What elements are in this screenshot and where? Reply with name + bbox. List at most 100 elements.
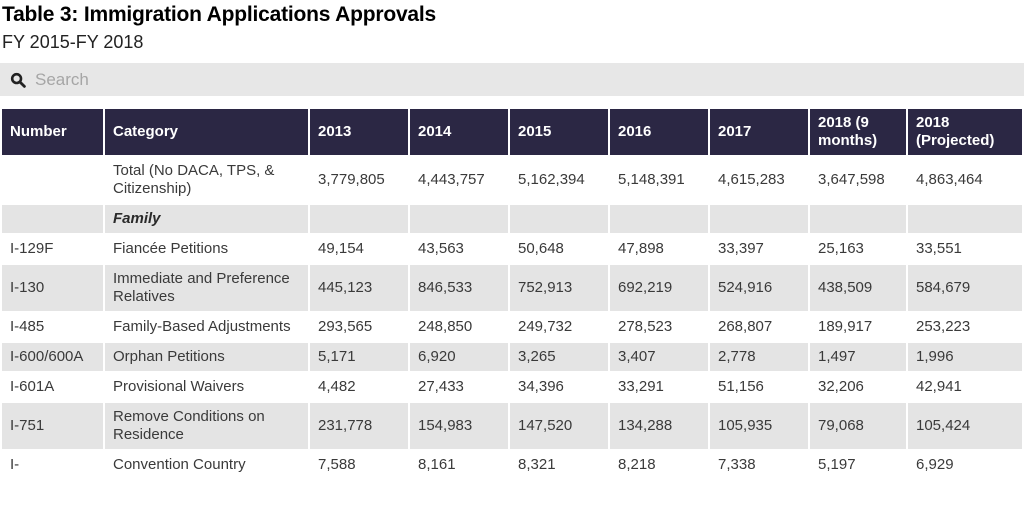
cell-category: Provisional Waivers [105, 373, 308, 401]
cell-value: 3,647,598 [810, 157, 906, 203]
cell-value: 105,424 [908, 403, 1022, 449]
cell-value: 7,338 [710, 451, 808, 479]
cell-number: I-600/600A [2, 343, 103, 371]
table-row: Total (No DACA, TPS, & Citizenship) 3,779… [2, 157, 1022, 203]
cell-number: I-130 [2, 265, 103, 311]
table-body: Total (No DACA, TPS, & Citizenship) 3,779… [2, 157, 1022, 479]
data-table: Number Category 2013 2014 2015 2016 2017… [0, 107, 1024, 481]
cell-value: 32,206 [810, 373, 906, 401]
cell-value: 4,863,464 [908, 157, 1022, 203]
search-icon [10, 72, 26, 88]
cell-value: 4,615,283 [710, 157, 808, 203]
cell-value: 5,148,391 [610, 157, 708, 203]
column-header-2017[interactable]: 2017 [710, 109, 808, 155]
cell-value: 293,565 [310, 313, 408, 341]
column-header-2018-9mo[interactable]: 2018 (9 months) [810, 109, 906, 155]
cell-value [710, 205, 808, 233]
table-row: I-130 Immediate and Preference Relatives 4… [2, 265, 1022, 311]
cell-value [908, 205, 1022, 233]
cell-value: 445,123 [310, 265, 408, 311]
cell-value [410, 205, 508, 233]
cell-number: I-485 [2, 313, 103, 341]
cell-category: Family-Based Adjustments [105, 313, 308, 341]
table-row: I-600/600A Orphan Petitions 5,171 6,920 3,26… [2, 343, 1022, 371]
cell-value: 248,850 [410, 313, 508, 341]
page-title: Table 3: Immigration Applications Approv… [2, 3, 437, 26]
table-header-row: Number Category 2013 2014 2015 2016 2017… [2, 109, 1022, 155]
cell-category: Total (No DACA, TPS, & Citizenship) [105, 157, 308, 203]
cell-value: 2,778 [710, 343, 808, 371]
cell-value: 692,219 [610, 265, 708, 311]
search-bar[interactable] [0, 63, 1024, 96]
cell-value: 34,396 [510, 373, 608, 401]
cell-value: 147,520 [510, 403, 608, 449]
cell-category: Immediate and Preference Relatives [105, 265, 308, 311]
cell-value: 6,920 [410, 343, 508, 371]
column-header-2015[interactable]: 2015 [510, 109, 608, 155]
cell-value: 752,913 [510, 265, 608, 311]
cell-value: 134,288 [610, 403, 708, 449]
cell-value: 105,935 [710, 403, 808, 449]
table-row: I-129F Fiancée Petitions 49,154 43,563 50,64… [2, 235, 1022, 263]
table-row: I- Convention Country 7,588 8,161 8,321 8,218… [2, 451, 1022, 479]
table-row: I-485 Family-Based Adjustments 293,565 248,… [2, 313, 1022, 341]
cell-value: 438,509 [810, 265, 906, 311]
cell-value: 3,265 [510, 343, 608, 371]
cell-number [2, 205, 103, 233]
cell-value: 43,563 [410, 235, 508, 263]
cell-value: 33,397 [710, 235, 808, 263]
table-row: I-601A Provisional Waivers 4,482 27,433 34,3… [2, 373, 1022, 401]
cell-value: 47,898 [610, 235, 708, 263]
cell-value: 1,497 [810, 343, 906, 371]
cell-value: 25,163 [810, 235, 906, 263]
cell-value: 33,291 [610, 373, 708, 401]
column-header-2013[interactable]: 2013 [310, 109, 408, 155]
cell-value: 154,983 [410, 403, 508, 449]
cell-value: 42,941 [908, 373, 1022, 401]
cell-value: 278,523 [610, 313, 708, 341]
cell-number: I-601A [2, 373, 103, 401]
cell-value: 3,779,805 [310, 157, 408, 203]
cell-value: 846,533 [410, 265, 508, 311]
cell-value: 6,929 [908, 451, 1022, 479]
cell-category: Family [105, 205, 308, 233]
cell-value: 8,321 [510, 451, 608, 479]
cell-number: I-129F [2, 235, 103, 263]
cell-number: I- [2, 451, 103, 479]
cell-value [510, 205, 608, 233]
cell-value [810, 205, 906, 233]
column-header-category[interactable]: Category [105, 109, 308, 155]
cell-category: Convention Country [105, 451, 308, 479]
cell-value: 27,433 [410, 373, 508, 401]
column-header-number[interactable]: Number [2, 109, 103, 155]
column-header-2014[interactable]: 2014 [410, 109, 508, 155]
cell-value: 8,161 [410, 451, 508, 479]
cell-number [2, 157, 103, 203]
cell-value: 524,916 [710, 265, 808, 311]
cell-category: Remove Conditions on Residence [105, 403, 308, 449]
search-input[interactable] [35, 69, 1014, 90]
cell-value: 49,154 [310, 235, 408, 263]
cell-category: Fiancée Petitions [105, 235, 308, 263]
cell-value: 4,443,757 [410, 157, 508, 203]
cell-value: 5,197 [810, 451, 906, 479]
cell-value: 8,218 [610, 451, 708, 479]
cell-value: 4,482 [310, 373, 408, 401]
table-row: I-751 Remove Conditions on Residence 231,7… [2, 403, 1022, 449]
page-subtitle: FY 2015-FY 2018 [2, 32, 144, 52]
cell-value: 189,917 [810, 313, 906, 341]
cell-value: 50,648 [510, 235, 608, 263]
column-header-2016[interactable]: 2016 [610, 109, 708, 155]
cell-category: Orphan Petitions [105, 343, 308, 371]
cell-value: 249,732 [510, 313, 608, 341]
cell-value: 5,171 [310, 343, 408, 371]
column-header-2018-projected[interactable]: 2018 (Projected) [908, 109, 1022, 155]
cell-value [310, 205, 408, 233]
cell-number: I-751 [2, 403, 103, 449]
cell-value: 268,807 [710, 313, 808, 341]
cell-value: 1,996 [908, 343, 1022, 371]
cell-value: 7,588 [310, 451, 408, 479]
cell-value: 5,162,394 [510, 157, 608, 203]
cell-value: 253,223 [908, 313, 1022, 341]
